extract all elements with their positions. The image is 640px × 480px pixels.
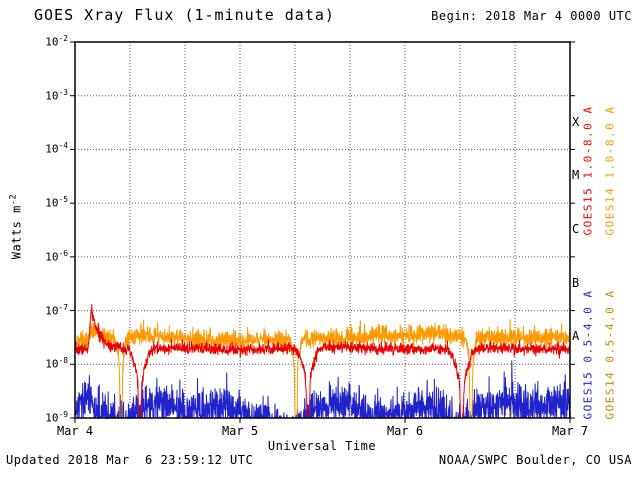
y-axis-label-exponent: -2 bbox=[8, 193, 19, 206]
series-goes14-1-0-8-0-a bbox=[74, 319, 571, 419]
legend-goes15-1-0-8-0-a: GOES15 1.0-8.0 A bbox=[581, 105, 595, 236]
flare-class-label-a: A bbox=[572, 329, 580, 344]
y-tick-label: 10-6 bbox=[45, 248, 68, 264]
y-tick-label: 10-5 bbox=[45, 195, 68, 210]
begin-label: Begin: 2018 Mar 4 0000 UTC bbox=[431, 9, 632, 23]
x-tick-label: Mar 6 bbox=[386, 424, 424, 438]
series-goes15-0-5-4-0-a bbox=[74, 360, 571, 420]
legend-goes15-0-5-4-0-a: GOES15 0.5-4.0 A bbox=[581, 289, 595, 420]
y-axis-label: Watts m-2 bbox=[9, 167, 24, 287]
y-axis-label-text: Watts m bbox=[9, 205, 24, 260]
flare-class-label-m: M bbox=[572, 168, 580, 183]
x-tick-label: Mar 7 bbox=[551, 424, 589, 438]
y-tick-label: 10-2 bbox=[45, 34, 68, 49]
updated-timestamp: Updated 2018 Mar 6 23:59:12 UTC bbox=[6, 453, 254, 467]
legend-goes14-0-5-4-0-a: GOES14 0.5-4.0 A bbox=[603, 289, 617, 420]
y-tick-label: 10-8 bbox=[45, 356, 68, 371]
y-tick-label: 10-9 bbox=[45, 410, 68, 425]
series-goes15-1-0-8-0-a bbox=[74, 304, 571, 419]
flare-class-label-b: B bbox=[572, 275, 580, 290]
x-tick-label: Mar 5 bbox=[221, 424, 259, 438]
plot-border bbox=[74, 41, 571, 419]
y-tick-label: 10-3 bbox=[45, 87, 68, 103]
y-tick-label: 10-4 bbox=[45, 141, 68, 157]
source-credit: NOAA/SWPC Boulder, CO USA bbox=[438, 453, 632, 467]
flare-class-label-c: C bbox=[572, 222, 580, 236]
x-axis-label: Universal Time bbox=[267, 439, 377, 453]
y-tick-label: 10-7 bbox=[45, 302, 68, 318]
page-title: GOES Xray Flux (1-minute data) bbox=[34, 6, 335, 24]
x-tick-label: Mar 4 bbox=[56, 424, 94, 438]
legend-goes14-1-0-8-0-a: GOES14 1.0-8.0 A bbox=[603, 105, 617, 236]
flare-class-label-x: X bbox=[572, 114, 580, 129]
